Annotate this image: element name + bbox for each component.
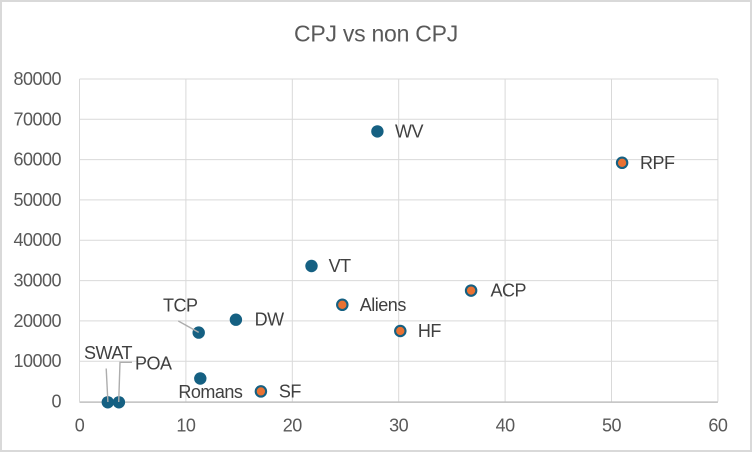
svg-text:50000: 50000: [13, 190, 61, 210]
svg-text:30: 30: [389, 416, 409, 436]
svg-text:VT: VT: [329, 256, 352, 276]
svg-text:60: 60: [708, 416, 728, 436]
svg-text:CPJ vs non CPJ: CPJ vs non CPJ: [294, 21, 458, 47]
svg-text:0: 0: [51, 392, 61, 412]
svg-text:SF: SF: [279, 381, 302, 401]
svg-text:60000: 60000: [13, 150, 61, 170]
svg-text:SWAT: SWAT: [84, 343, 132, 363]
svg-text:10000: 10000: [13, 351, 61, 371]
svg-text:DW: DW: [255, 310, 284, 330]
svg-text:40: 40: [496, 416, 516, 436]
svg-text:ACP: ACP: [491, 281, 527, 301]
svg-text:RPF: RPF: [640, 153, 675, 173]
svg-text:Aliens: Aliens: [360, 295, 407, 315]
svg-text:WV: WV: [395, 121, 423, 141]
svg-text:40000: 40000: [13, 230, 61, 250]
svg-text:80000: 80000: [13, 69, 61, 89]
svg-text:20: 20: [283, 416, 303, 436]
svg-text:50: 50: [602, 416, 622, 436]
svg-text:0: 0: [75, 416, 85, 436]
svg-text:10: 10: [176, 416, 196, 436]
svg-text:HF: HF: [418, 321, 441, 341]
svg-text:TCP: TCP: [163, 295, 198, 315]
svg-text:POA: POA: [135, 354, 172, 374]
svg-text:Romans: Romans: [178, 382, 243, 402]
svg-text:20000: 20000: [13, 311, 61, 331]
svg-text:70000: 70000: [13, 109, 61, 129]
svg-text:30000: 30000: [13, 271, 61, 291]
